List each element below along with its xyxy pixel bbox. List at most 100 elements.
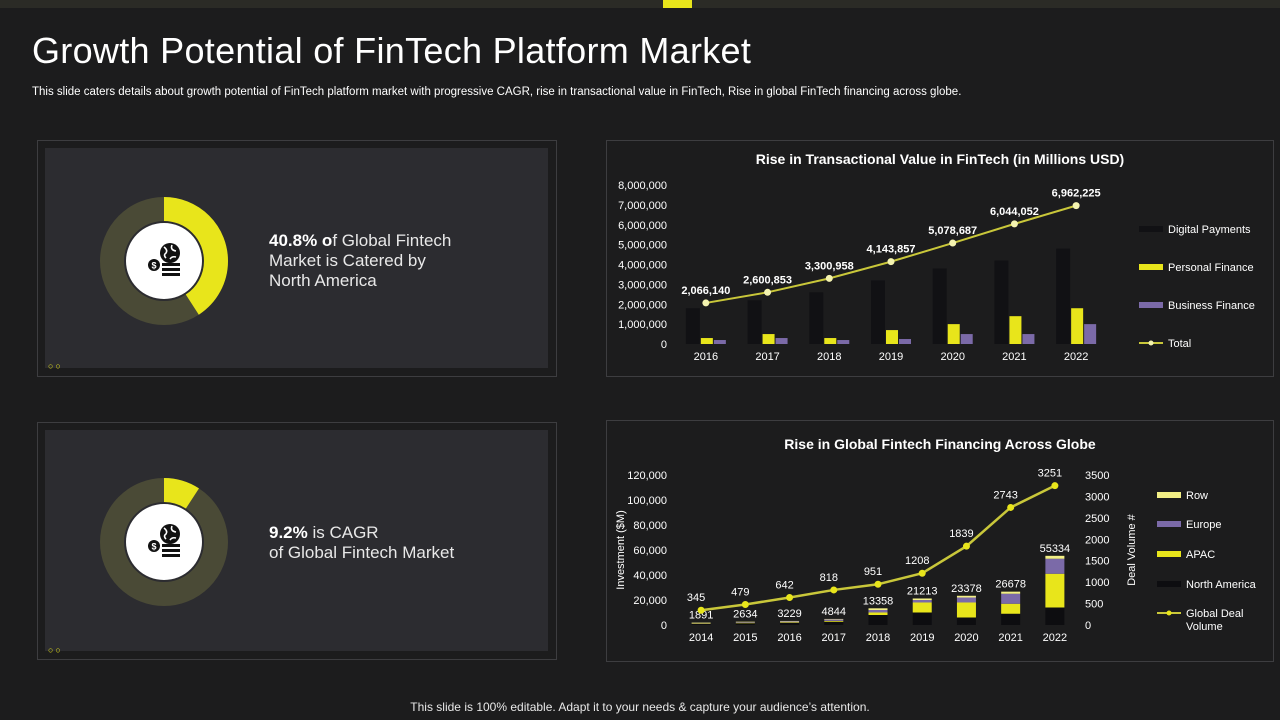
x-tick-label: 2020 <box>954 632 978 644</box>
bar-total-label: 2634 <box>733 609 757 621</box>
y-tick-label: 0 <box>661 620 667 632</box>
bar-europe <box>780 621 800 623</box>
bar-digital-payments <box>871 280 885 344</box>
total-data-label: 5,078,687 <box>928 225 977 237</box>
stat-text-line3: North America <box>269 271 377 290</box>
bar-total-label: 55334 <box>1040 543 1071 555</box>
legend-swatch <box>1157 492 1181 498</box>
bar-digital-payments <box>932 268 947 344</box>
x-tick-label: 2022 <box>1043 632 1067 644</box>
deal-volume-label: 345 <box>687 592 705 604</box>
bar-row <box>1045 555 1065 559</box>
bar-europe <box>735 621 755 623</box>
bar-row <box>691 622 711 624</box>
bar-personal-finance <box>824 338 837 344</box>
x-tick-label: 2019 <box>879 351 903 363</box>
bar-europe <box>956 597 976 603</box>
slide-tab-marker <box>663 0 692 31</box>
svg-text:$: $ <box>151 542 156 552</box>
deal-volume-label: 1839 <box>949 528 973 540</box>
legend-label: APAC <box>1186 549 1215 561</box>
bar-apac <box>956 602 976 618</box>
page-title: Growth Potential of FinTech Platform Mar… <box>32 30 752 71</box>
total-point <box>1072 202 1080 210</box>
y-right-tick-label: 1000 <box>1085 577 1109 589</box>
bar-business-finance <box>713 340 726 344</box>
total-data-label: 3,300,958 <box>805 260 854 272</box>
bar-north-america <box>691 623 711 625</box>
x-tick-label: 2022 <box>1064 351 1088 363</box>
deal-volume-point <box>1051 482 1059 490</box>
x-tick-label: 2021 <box>1002 351 1026 363</box>
bar-apac <box>735 622 755 624</box>
x-tick-label: 2020 <box>940 351 964 363</box>
bar-apac <box>1045 573 1065 608</box>
bar-north-america <box>868 615 888 625</box>
y-right-tick-label: 1500 <box>1085 556 1109 568</box>
stat-value: 9.2% <box>269 523 308 542</box>
bar-europe <box>1001 593 1021 604</box>
legend-label: North America <box>1186 579 1257 591</box>
legend-label: Row <box>1186 490 1208 502</box>
bar-business-finance <box>775 338 788 344</box>
bar-personal-finance <box>947 324 960 344</box>
footer-note: This slide is 100% editable. Adapt it to… <box>410 700 870 714</box>
deal-volume-point <box>1007 503 1015 511</box>
bar-personal-finance <box>700 338 713 344</box>
bar-digital-payments <box>685 308 700 344</box>
bar-europe <box>1045 558 1065 574</box>
total-point <box>764 288 772 296</box>
svg-text:$: $ <box>151 261 156 271</box>
chart-global-financing: Rise in Global Fintech Financing Across … <box>606 420 1274 662</box>
bar-personal-finance <box>1071 308 1084 344</box>
stat-text-north-america: 40.8% of Global Fintech Market is Catere… <box>269 231 451 291</box>
bar-digital-payments <box>1056 248 1071 344</box>
y-tick-label: 80,000 <box>633 520 667 532</box>
y-right-tick-label: 500 <box>1085 599 1103 611</box>
total-point <box>1010 220 1018 228</box>
bar-total-label: 23378 <box>951 583 982 595</box>
x-tick-label: 2019 <box>910 632 934 644</box>
total-data-label: 6,962,225 <box>1052 188 1101 200</box>
legend-line-marker <box>1166 610 1172 616</box>
bar-digital-payments <box>994 260 1009 344</box>
deal-volume-label: 951 <box>864 566 882 578</box>
total-data-label: 2,066,140 <box>681 285 730 297</box>
bar-north-america <box>1001 613 1021 625</box>
bar-row <box>956 595 976 598</box>
bar-north-america <box>912 612 932 625</box>
stat-text-line2: of Global Fintech Market <box>269 543 455 562</box>
bar-apac <box>780 622 800 623</box>
bar-business-finance <box>960 334 973 344</box>
deal-volume-point <box>874 580 882 588</box>
deal-volume-point <box>962 542 970 550</box>
deal-volume-label: 642 <box>775 579 793 591</box>
bar-apac <box>1001 603 1021 614</box>
bar-business-finance <box>837 340 850 344</box>
donut-chart-cagr: $ <box>100 478 228 606</box>
total-data-label: 6,044,052 <box>990 206 1039 218</box>
legend-label: Global Deal Volume <box>1186 608 1243 633</box>
y-tick-label: 120,000 <box>627 470 667 482</box>
deal-volume-point <box>786 593 794 601</box>
legend-swatch <box>1157 551 1181 557</box>
y-tick-label: 40,000 <box>633 570 667 582</box>
y-tick-label: 8,000,000 <box>618 180 667 192</box>
donut-chart-north-america: $ <box>100 197 228 325</box>
bar-apac <box>691 623 711 624</box>
stat-value-suffix: o <box>317 231 333 250</box>
total-point <box>825 274 833 282</box>
y-right-axis-label: Deal Volume # <box>1126 513 1138 585</box>
deal-volume-point <box>918 569 926 577</box>
bar-row <box>824 618 844 620</box>
bar-north-america <box>956 617 976 625</box>
donut-value-arc <box>100 197 228 325</box>
total-data-label: 2,600,853 <box>743 274 792 286</box>
bar-total-label: 21213 <box>907 585 938 597</box>
x-tick-label: 2015 <box>733 632 757 644</box>
stat-text-line2: Market is Catered by <box>269 251 426 270</box>
legend-label: Europe <box>1186 519 1221 531</box>
deal-volume-label: 818 <box>820 572 838 584</box>
deal-volume-label: 3251 <box>1038 468 1062 480</box>
y-tick-label: 20,000 <box>633 595 667 607</box>
